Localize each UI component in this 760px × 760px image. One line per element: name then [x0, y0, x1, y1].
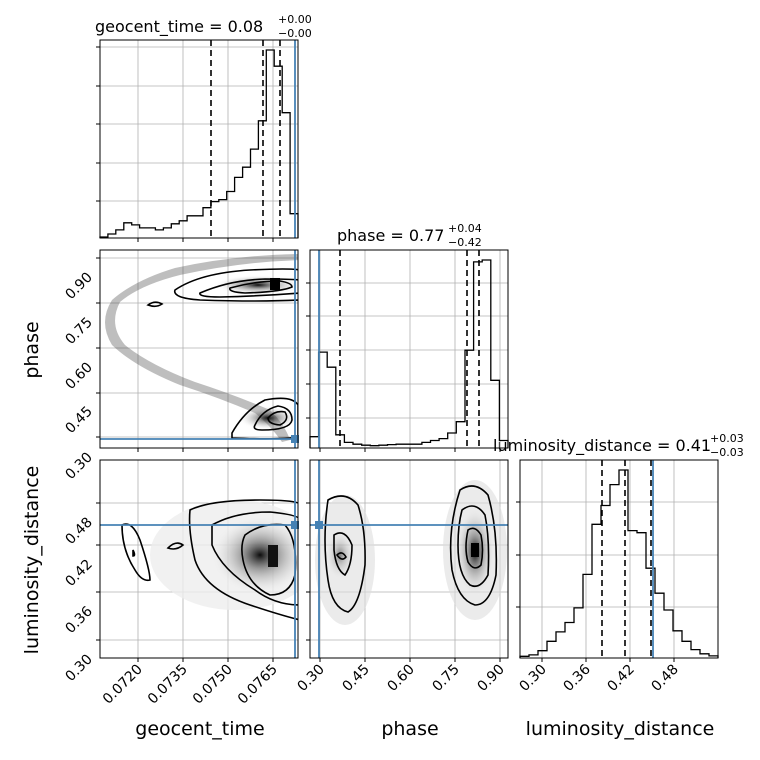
tick-label: 0.30 — [294, 662, 327, 695]
contour-left-outer — [324, 495, 366, 613]
luminosity-distance-histogram-bars — [519, 469, 719, 658]
tick-label: 0.0765 — [235, 662, 281, 708]
panel-luminosity-distance-vs-phase — [306, 459, 509, 662]
geocent-time-x-tick-labels: 0.0720 0.0735 0.0750 0.0765 — [100, 662, 281, 708]
y-axis-label-luminosity-distance: luminosity_distance — [21, 466, 43, 655]
density-peak — [471, 543, 479, 557]
contour-small — [146, 301, 164, 308]
panel-luminosity-distance-hist — [516, 459, 719, 662]
tick-label: 0.36 — [62, 603, 95, 636]
phase-x-tick-labels: 0.30 0.45 0.60 0.75 0.90 — [294, 662, 507, 695]
svg-text:phase = 0.77: phase = 0.77 — [337, 226, 444, 245]
contour-inner — [229, 280, 293, 294]
panel-phase-vs-geocent-time — [96, 249, 299, 452]
svg-text:luminosity_distance = 0.41: luminosity_distance = 0.41 — [493, 436, 711, 456]
luminosity-distance-y-tick-labels: 0.30 0.36 0.42 0.48 — [62, 515, 95, 685]
contour-mid — [211, 511, 298, 606]
geocent-time-histogram — [99, 49, 299, 238]
contour-left-inner — [132, 549, 136, 557]
contour-outer — [173, 268, 298, 302]
y-axis-label-phase: phase — [21, 321, 43, 378]
tick-label: 0.0720 — [100, 662, 146, 708]
contour-small — [166, 542, 185, 550]
truth-marker — [291, 435, 299, 443]
tick-label: 0.48 — [648, 662, 681, 695]
svg-text:+0.04: +0.04 — [448, 222, 482, 235]
tick-label: 0.45 — [62, 404, 95, 437]
tick-label: 0.45 — [339, 662, 372, 695]
tick-label: 0.0750 — [190, 662, 236, 708]
contour-lower-mid — [253, 405, 293, 431]
x-axis-label-luminosity-distance: luminosity_distance — [526, 718, 715, 740]
phase-y-tick-labels: 0.30 0.45 0.60 0.75 0.90 — [62, 270, 95, 483]
svg-text:−0.03: −0.03 — [710, 446, 744, 459]
geocent-time-histogram-bars — [99, 49, 299, 238]
tick-label: 0.90 — [474, 662, 507, 695]
contour-left-mid — [333, 532, 353, 577]
truth-marker — [315, 521, 323, 529]
contour-right-mid — [457, 505, 490, 588]
svg-text:+0.00: +0.00 — [278, 13, 312, 26]
contour-left-inner — [335, 552, 347, 560]
truth-marker — [291, 521, 299, 529]
tick-label: 0.75 — [429, 662, 462, 695]
panel-luminosity-distance-vs-geocent-time — [96, 459, 299, 662]
tick-label: 0.60 — [384, 662, 417, 695]
panel-geocent-time-hist — [96, 39, 299, 242]
panel-phase-hist — [306, 249, 509, 452]
contour-right-inner — [465, 527, 484, 569]
contour-mid — [199, 278, 298, 298]
svg-text:geocent_time = 0.08: geocent_time = 0.08 — [95, 17, 263, 37]
title-luminosity-distance: luminosity_distance = 0.41 +0.03 −0.03 — [493, 432, 744, 459]
svg-text:+0.03: +0.03 — [710, 432, 744, 445]
tick-label: 0.30 — [62, 652, 95, 685]
svg-text:−0.42: −0.42 — [448, 236, 482, 249]
title-geocent-time: geocent_time = 0.08 +0.00 −0.00 — [95, 13, 312, 40]
title-phase: phase = 0.77 +0.04 −0.42 — [337, 222, 482, 249]
tick-label: 0.42 — [604, 662, 637, 695]
tick-label: 0.48 — [62, 515, 95, 548]
tick-label: 0.0735 — [145, 662, 191, 708]
svg-text:−0.00: −0.00 — [278, 27, 312, 40]
contour-left-outer — [121, 523, 151, 582]
tick-label: 0.60 — [62, 360, 95, 393]
contour-lower-inner — [267, 410, 288, 426]
tick-label: 0.30 — [516, 662, 549, 695]
contour-right-outer — [449, 485, 498, 606]
x-axis-label-geocent-time: geocent_time — [135, 718, 264, 740]
density-peak — [268, 545, 278, 567]
density-peak — [270, 278, 280, 290]
tick-label: 0.42 — [62, 557, 95, 590]
tick-label: 0.75 — [62, 315, 95, 348]
luminosity-distance-histogram — [519, 469, 719, 658]
tick-label: 0.90 — [62, 270, 95, 303]
tick-label: 0.36 — [560, 661, 593, 694]
luminosity-distance-x-tick-labels: 0.30 0.36 0.42 0.48 — [516, 661, 681, 694]
contour-outer — [188, 499, 298, 621]
tick-label: 0.30 — [62, 450, 95, 483]
x-axis-label-phase: phase — [381, 718, 438, 740]
